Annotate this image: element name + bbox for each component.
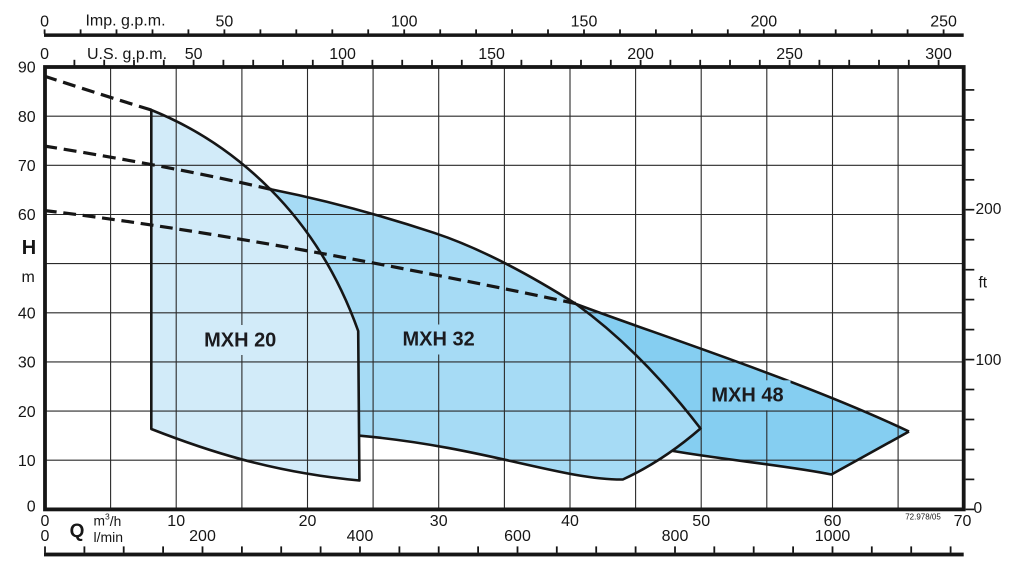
svg-text:m: m — [22, 269, 35, 286]
svg-text:MXH 20: MXH 20 — [204, 329, 276, 351]
svg-text:0: 0 — [40, 13, 49, 30]
svg-text:MXH 32: MXH 32 — [402, 329, 474, 351]
svg-text:250: 250 — [776, 46, 803, 63]
svg-text:200: 200 — [750, 13, 777, 30]
svg-text:72.978/05: 72.978/05 — [905, 513, 941, 522]
svg-text:U.S. g.p.m.: U.S. g.p.m. — [87, 46, 167, 63]
svg-text:90: 90 — [18, 60, 36, 77]
svg-text:0: 0 — [41, 513, 50, 530]
svg-text:Imp. g.p.m.: Imp. g.p.m. — [85, 13, 165, 30]
svg-text:40: 40 — [18, 306, 36, 323]
svg-text:800: 800 — [662, 528, 689, 545]
svg-text:150: 150 — [571, 13, 598, 30]
svg-text:H: H — [22, 237, 36, 259]
svg-text:l/min: l/min — [94, 529, 124, 545]
svg-text:20: 20 — [18, 404, 36, 421]
svg-text:250: 250 — [930, 13, 957, 30]
svg-text:m3/h: m3/h — [94, 512, 122, 529]
svg-text:0: 0 — [974, 500, 983, 517]
svg-text:400: 400 — [347, 528, 374, 545]
svg-text:100: 100 — [329, 46, 356, 63]
svg-text:40: 40 — [561, 513, 579, 530]
svg-text:10: 10 — [167, 513, 185, 530]
svg-text:0: 0 — [41, 528, 50, 545]
svg-text:Q: Q — [70, 521, 85, 542]
svg-text:50: 50 — [692, 513, 710, 530]
svg-text:80: 80 — [18, 109, 36, 126]
svg-text:600: 600 — [504, 528, 531, 545]
svg-text:10: 10 — [18, 453, 36, 470]
svg-text:70: 70 — [954, 513, 972, 530]
svg-text:300: 300 — [925, 46, 952, 63]
svg-text:100: 100 — [976, 352, 1002, 369]
svg-text:100: 100 — [391, 13, 418, 30]
svg-text:70: 70 — [18, 158, 36, 175]
svg-text:0: 0 — [40, 46, 49, 63]
svg-text:1000: 1000 — [815, 528, 851, 545]
svg-text:30: 30 — [430, 513, 448, 530]
svg-text:60: 60 — [18, 207, 36, 224]
svg-text:MXH 48: MXH 48 — [711, 384, 783, 406]
svg-text:50: 50 — [216, 13, 234, 30]
svg-text:200: 200 — [189, 528, 216, 545]
svg-text:20: 20 — [299, 513, 317, 530]
svg-text:50: 50 — [185, 46, 203, 63]
svg-text:200: 200 — [627, 46, 654, 63]
svg-text:0: 0 — [27, 499, 36, 516]
svg-text:60: 60 — [824, 513, 842, 530]
svg-text:150: 150 — [478, 46, 505, 63]
svg-text:30: 30 — [18, 355, 36, 372]
svg-text:ft: ft — [979, 275, 988, 292]
svg-text:200: 200 — [976, 201, 1002, 218]
